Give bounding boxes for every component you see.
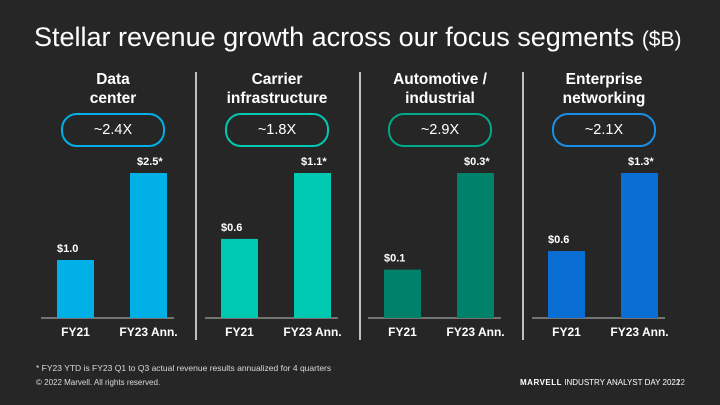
bar-value-label: $2.5* <box>137 156 163 168</box>
segment-name: Automotive / industrial <box>360 70 520 108</box>
segment-panel-data-center: Data center ~2.4X <box>33 0 193 345</box>
category-tick-label: FY21 <box>388 325 417 339</box>
growth-multiple-badge: ~2.1X <box>552 113 656 147</box>
segment-name-line: industrial <box>405 90 475 107</box>
segment-name-line: networking <box>562 90 646 107</box>
bar <box>221 238 258 318</box>
bar <box>621 173 658 318</box>
segment-name: Carrier infrastructure <box>197 70 357 108</box>
bar-value-label: $1.3* <box>628 156 654 168</box>
category-tick-label: FY23 Ann. <box>119 325 177 339</box>
segment-panel-automotive-industrial: Automotive / industrial ~2.9X <box>360 0 520 345</box>
bar-value-label: $1.1* <box>301 156 327 168</box>
bar-value-label: $1.0 <box>57 243 78 255</box>
brand-logo-text: MARVELL <box>520 378 563 387</box>
bar <box>130 173 167 318</box>
segment-name-line: center <box>89 90 137 107</box>
title-text: Stellar revenue growth across our focus … <box>34 22 635 52</box>
slide-title: Stellar revenue growth across our focus … <box>34 22 682 53</box>
segment-name-line: Automotive / <box>393 71 487 88</box>
category-tick-label: FY21 <box>225 325 254 339</box>
title-unit: ($B) <box>641 28 682 51</box>
bar <box>457 173 494 318</box>
growth-multiple-badge: ~1.8X <box>225 113 329 147</box>
category-tick-label: FY21 <box>61 325 90 339</box>
bar <box>57 260 94 318</box>
category-tick-label: FY23 Ann. <box>610 325 668 339</box>
copyright-notice: © 2022 Marvell. All rights reserved. <box>36 378 161 387</box>
category-tick-label: FY21 <box>552 325 581 339</box>
bar <box>548 251 585 318</box>
bar-value-label: $0.6 <box>548 234 569 246</box>
segment-name-line: Carrier <box>251 71 303 88</box>
segment-name-line: Data <box>96 71 130 88</box>
segment-panel-carrier-infrastructure: Carrier infrastructure ~1.8X <box>197 0 357 345</box>
bar <box>384 269 421 318</box>
event-name: INDUSTRY ANALYST DAY 2022 <box>564 378 681 387</box>
panel-divider <box>359 72 361 340</box>
footnote: * FY23 YTD is FY23 Q1 to Q3 actual reven… <box>36 363 332 373</box>
segment-name: Enterprise networking <box>524 70 684 108</box>
bar-charts: $1.0 FY21 $2.5* FY23 Ann. $0.6 FY21 $1.1* FY23 … <box>41 156 669 339</box>
panel-divider <box>195 72 197 340</box>
segment-name-line: Enterprise <box>565 71 643 88</box>
category-tick-label: FY23 Ann. <box>283 325 341 339</box>
bar-value-label: $0.3* <box>464 156 490 168</box>
page-number: 12 <box>676 378 685 387</box>
category-tick-label: FY23 Ann. <box>446 325 504 339</box>
panel-divider <box>522 72 524 340</box>
segment-name-line: infrastructure <box>226 90 328 107</box>
bar-value-label: $0.6 <box>221 222 242 234</box>
event-branding: MARVELL INDUSTRY ANALYST DAY 2022 <box>520 378 680 387</box>
segment-name: Data center <box>33 70 193 108</box>
segment-panel-enterprise-networking: Enterprise networking ~2.1X <box>524 0 684 345</box>
growth-multiple-badge: ~2.4X <box>61 113 165 147</box>
growth-multiple-badge: ~2.9X <box>388 113 492 147</box>
bar-value-label: $0.1 <box>384 253 405 265</box>
bar <box>294 173 331 318</box>
